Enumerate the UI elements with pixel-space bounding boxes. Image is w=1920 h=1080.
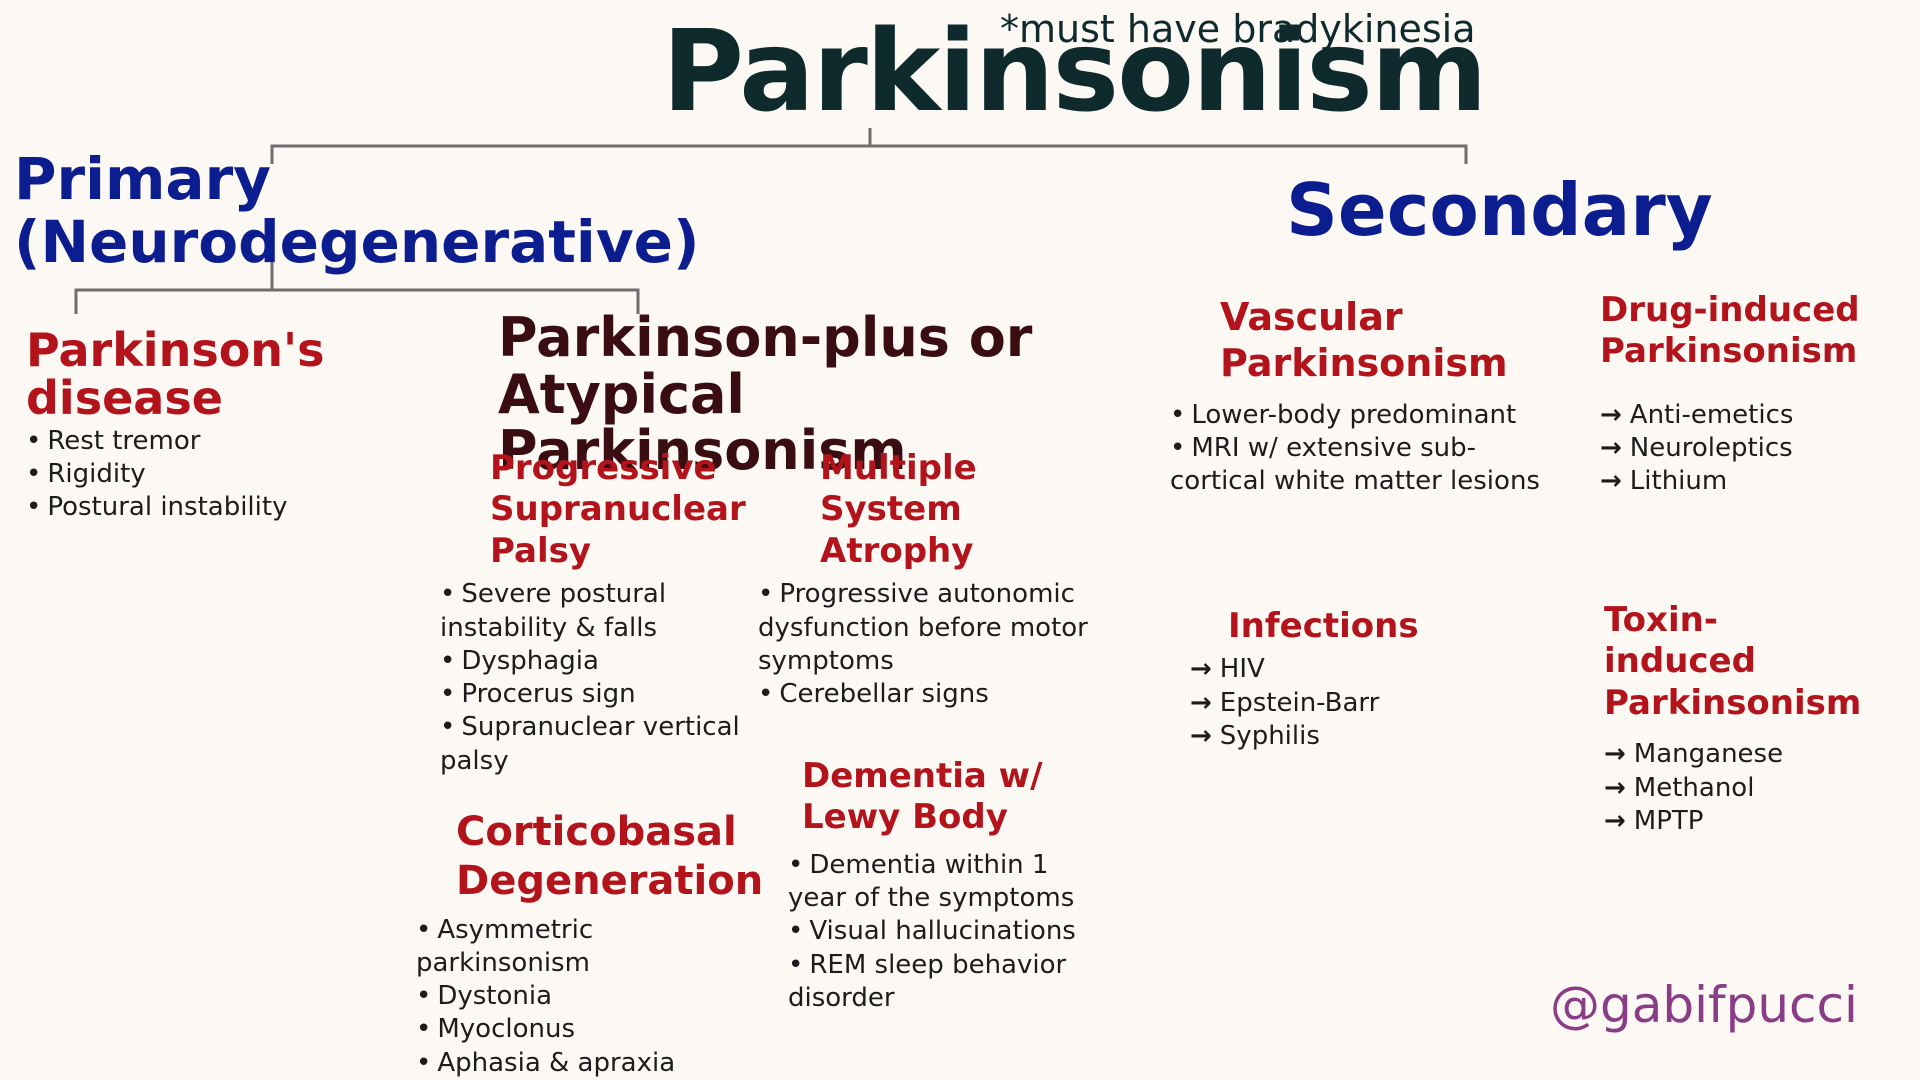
list-item: Dementia within 1 year of the symptoms <box>788 849 1108 916</box>
list-item: REM sleep behavior disorder <box>788 949 1108 1016</box>
list-item: Lithium <box>1600 465 1900 498</box>
drug-induced-group: Drug-induced Parkinsonism Anti-emetics N… <box>1600 290 1900 499</box>
msa-title: Multiple System Atrophy <box>820 448 977 571</box>
list-item: Methanol <box>1604 772 1904 805</box>
toxin-induced-bullets: Manganese Methanol MPTP <box>1604 738 1904 838</box>
dlb-bullets: Dementia within 1 year of the symptoms V… <box>788 849 1108 1015</box>
list-item: Anti-emetics <box>1600 399 1900 432</box>
list-item: Supranuclear vertical palsy <box>440 711 760 778</box>
page-title: Parkinsonism <box>662 7 1488 137</box>
toxin-induced-title: Toxin-induced Parkinsonism <box>1604 600 1862 723</box>
cbd-bullets: Asymmetric parkinsonism Dystonia Myoclon… <box>416 914 766 1080</box>
list-item: Severe postural instability & falls <box>440 578 760 645</box>
secondary-heading: Secondary <box>1286 168 1713 252</box>
cbd-group: Corticobasal Degeneration Asymmetric par… <box>416 808 766 1080</box>
drug-induced-bullets: Anti-emetics Neuroleptics Lithium <box>1600 399 1900 499</box>
list-item: Aphasia & apraxia <box>416 1047 766 1080</box>
vascular-bullets: Lower-body predominant MRI w/ extensive … <box>1170 399 1540 499</box>
vascular-group: Vascular Parkinsonism Lower-body predomi… <box>1170 294 1540 499</box>
dlb-group: Dementia w/ Lewy Body Dementia within 1 … <box>788 756 1108 1015</box>
psp-title: Progressive Supranuclear Palsy <box>490 448 746 571</box>
list-item: Visual hallucinations <box>788 915 1108 948</box>
list-item: Rest tremor <box>26 425 356 458</box>
list-item: Epstein-Barr <box>1190 687 1490 720</box>
list-item: Lower-body predominant <box>1170 399 1540 432</box>
cbd-title: Corticobasal Degeneration <box>456 809 764 904</box>
list-item: Cerebellar signs <box>758 678 1088 711</box>
drug-induced-title: Drug-induced Parkinsonism <box>1600 290 1860 372</box>
list-item: Asymmetric parkinsonism <box>416 914 766 981</box>
list-item: MPTP <box>1604 805 1904 838</box>
parkinsons-disease-bullets: Rest tremor Rigidity Postural instabilit… <box>26 425 356 525</box>
infections-bullets: HIV Epstein-Barr Syphilis <box>1190 653 1490 753</box>
list-item: Procerus sign <box>440 678 760 711</box>
list-item: HIV <box>1190 653 1490 686</box>
list-item: Progressive autonomic dysfunction before… <box>758 578 1088 678</box>
bradykinesia-note: *must have bradykinesia <box>1000 7 1476 51</box>
msa-bullets: Progressive autonomic dysfunction before… <box>758 578 1088 711</box>
author-handle: @gabifpucci <box>1550 976 1858 1034</box>
parkinsons-disease-title: Parkinson's disease <box>26 323 325 426</box>
parkinson-plus-title: Parkinson-plus or Atypical Parkinsonism <box>498 306 1033 483</box>
toxin-induced-group: Toxin-induced Parkinsonism Manganese Met… <box>1604 600 1904 838</box>
primary-branch-line <box>74 288 640 314</box>
list-item: Neuroleptics <box>1600 432 1900 465</box>
vascular-title: Vascular Parkinsonism <box>1220 295 1508 386</box>
list-item: Syphilis <box>1190 720 1490 753</box>
infections-group: Infections HIV Epstein-Barr Syphilis <box>1190 606 1490 753</box>
list-item: Dysphagia <box>440 645 760 678</box>
list-item: Dystonia <box>416 980 766 1013</box>
msa-group: Multiple System Atrophy Progressive auto… <box>758 448 1088 711</box>
psp-bullets: Severe postural instability & falls Dysp… <box>440 578 760 778</box>
psp-group: Progressive Supranuclear Palsy Severe po… <box>440 448 760 778</box>
infections-title: Infections <box>1228 606 1419 646</box>
parkinsons-disease-group: Parkinson's disease Rest tremor Rigidity… <box>26 326 356 524</box>
list-item: Postural instability <box>26 491 356 524</box>
list-item: Manganese <box>1604 738 1904 771</box>
list-item: Rigidity <box>26 458 356 491</box>
dlb-title: Dementia w/ Lewy Body <box>802 756 1043 838</box>
list-item: Myoclonus <box>416 1013 766 1046</box>
primary-heading: Primary (Neurodegenerative) <box>14 145 700 276</box>
list-item: MRI w/ extensive sub-cortical white matt… <box>1170 432 1540 499</box>
top-branch-line <box>270 144 1468 164</box>
